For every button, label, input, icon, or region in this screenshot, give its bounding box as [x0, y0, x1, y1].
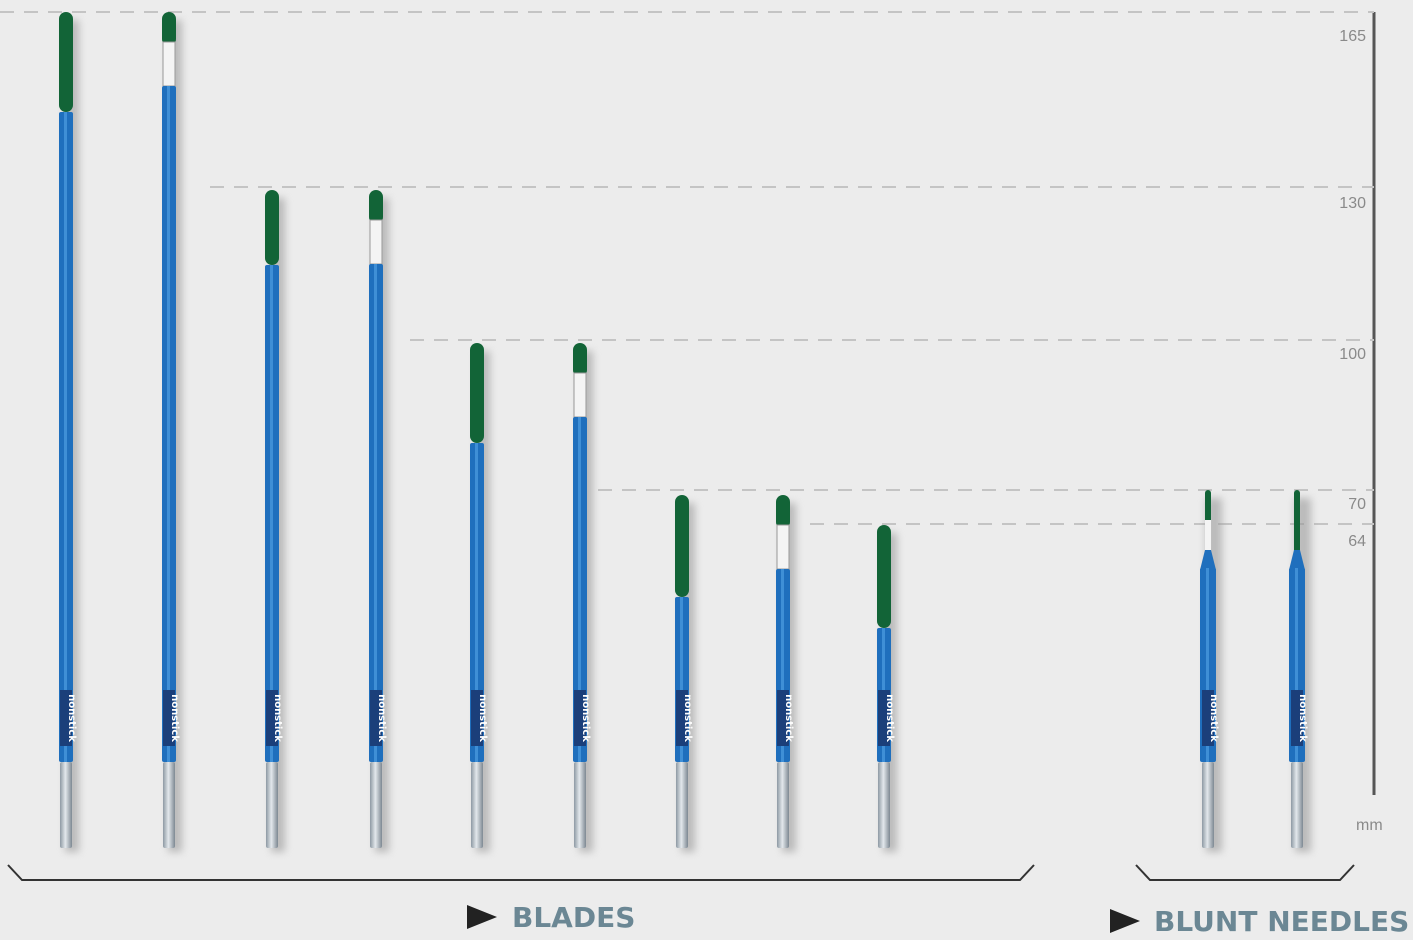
tip [369, 190, 383, 224]
handle-highlight [1206, 568, 1209, 762]
label-box [574, 690, 586, 746]
shaft [574, 762, 586, 848]
electrode-label: nonstick [1208, 694, 1219, 742]
electrode-label: nonstick [66, 694, 77, 742]
handle-highlight [781, 569, 784, 762]
tip [675, 495, 689, 597]
shaft [60, 762, 72, 848]
label-box [676, 690, 688, 746]
tip [265, 190, 279, 265]
needle-cone [1200, 550, 1216, 570]
electrode-label: nonstick [477, 694, 488, 742]
shaft [1202, 762, 1214, 848]
label-box [471, 690, 483, 746]
label-box [777, 690, 789, 746]
handle-highlight [680, 597, 683, 762]
group-label: BLUNT NEEDLES [1154, 905, 1409, 938]
shaft [1291, 762, 1303, 848]
tip-collar [369, 219, 383, 265]
shaft [676, 762, 688, 848]
handle-highlight [1295, 568, 1298, 762]
electrode-label: nonstick [1297, 694, 1308, 742]
electrode-label: nonstick [783, 694, 794, 742]
electrode: nonstick [1289, 490, 1311, 852]
label-box [1202, 690, 1214, 746]
tip [59, 12, 73, 112]
tip [573, 343, 587, 377]
electrode-label: nonstick [376, 694, 387, 742]
shaft [163, 762, 175, 848]
electrode: nonstick [59, 12, 79, 852]
electrode: nonstick [877, 525, 897, 852]
shaft [266, 762, 278, 848]
scale-label: 70 [1348, 496, 1366, 513]
electrode-label: nonstick [169, 694, 180, 742]
tip [162, 12, 176, 46]
electrode-label: nonstick [580, 694, 591, 742]
tip-collar [573, 372, 587, 418]
label-box [1291, 690, 1303, 746]
shaft [370, 762, 382, 848]
electrode: nonstick [776, 495, 796, 852]
handle-highlight [270, 265, 273, 762]
needle-cone [1289, 550, 1305, 570]
handle-highlight [475, 443, 478, 762]
label-box [878, 690, 890, 746]
electrode: nonstick [369, 190, 389, 852]
electrode: nonstick [573, 343, 593, 852]
electrode: nonstick [675, 495, 695, 852]
handle-highlight [578, 417, 581, 762]
label-box [370, 690, 382, 746]
label-box [266, 690, 278, 746]
tip [470, 343, 484, 443]
electrode-label: nonstick [682, 694, 693, 742]
tip [776, 495, 790, 529]
electrode: nonstick [162, 12, 182, 852]
shaft [777, 762, 789, 848]
electrode: nonstick [265, 190, 285, 852]
tip-collar [776, 524, 790, 570]
needles-arrow [1110, 909, 1140, 933]
needles-bracket [1135, 864, 1355, 881]
handle-highlight [167, 86, 170, 762]
electrode: nonstick [470, 343, 490, 852]
electrode-label: nonstick [272, 694, 283, 742]
blades-bracket [7, 864, 1035, 881]
scale-label: 64 [1348, 533, 1366, 550]
label-box [60, 690, 72, 746]
scale-unit: mm [1356, 817, 1383, 834]
scale-label: 165 [1339, 28, 1366, 45]
handle-highlight [64, 112, 67, 762]
tip-collar [162, 41, 176, 87]
blades-arrow [467, 905, 497, 929]
label-box [163, 690, 175, 746]
handle-highlight [374, 264, 377, 762]
electrode-label: nonstick [884, 694, 895, 742]
shaft [878, 762, 890, 848]
shaft [471, 762, 483, 848]
scale-label: 130 [1339, 195, 1366, 212]
needle-collar [1205, 520, 1211, 556]
group-label: BLADES [512, 901, 635, 934]
scale-label: 100 [1339, 346, 1366, 363]
electrode: nonstick [1200, 490, 1222, 852]
tip [877, 525, 891, 628]
